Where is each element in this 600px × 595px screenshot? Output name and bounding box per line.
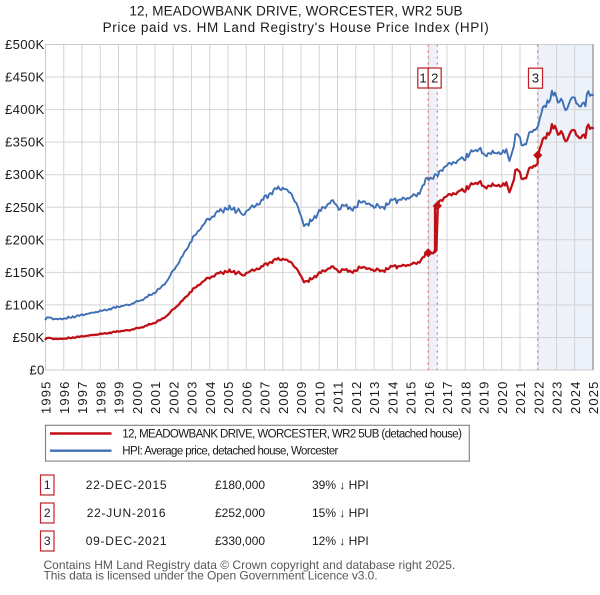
svg-text:Price paid vs. HM Land Registr: Price paid vs. HM Land Registry's House …	[103, 20, 490, 35]
svg-text:2014: 2014	[385, 381, 400, 415]
svg-text:3: 3	[44, 534, 51, 548]
svg-text:2: 2	[44, 506, 51, 520]
svg-text:£500K: £500K	[5, 37, 45, 52]
svg-text:2011: 2011	[331, 381, 346, 414]
svg-text:2007: 2007	[258, 381, 273, 415]
svg-text:09-DEC-2021: 09-DEC-2021	[86, 534, 168, 548]
svg-text:£330,000: £330,000	[215, 534, 265, 548]
svg-text:£250K: £250K	[5, 200, 45, 215]
svg-text:Contains HM Land Registry data: Contains HM Land Registry data © Crown c…	[44, 558, 456, 572]
svg-text:2021: 2021	[513, 381, 528, 415]
svg-text:1998: 1998	[93, 381, 108, 415]
svg-text:22-JUN-2016: 22-JUN-2016	[87, 506, 167, 520]
svg-text:1: 1	[419, 71, 426, 86]
svg-text:22-DEC-2015: 22-DEC-2015	[86, 478, 168, 492]
svg-text:This data is licensed under th: This data is licensed under the Open Gov…	[44, 568, 378, 582]
svg-text:2008: 2008	[276, 381, 291, 415]
svg-text:2010: 2010	[312, 381, 327, 415]
svg-text:2006: 2006	[239, 381, 254, 415]
svg-text:1996: 1996	[57, 381, 72, 415]
svg-text:2022: 2022	[531, 381, 546, 415]
svg-text:12, MEADOWBANK DRIVE, WORCESTE: 12, MEADOWBANK DRIVE, WORCESTER, WR2 5UB…	[122, 429, 462, 441]
svg-text:2000: 2000	[130, 381, 145, 415]
svg-text:2004: 2004	[203, 381, 218, 415]
svg-text:2024: 2024	[568, 381, 583, 415]
svg-text:£180,000: £180,000	[215, 478, 265, 492]
svg-text:2005: 2005	[221, 381, 236, 415]
svg-text:£200K: £200K	[5, 232, 45, 247]
svg-text:£100K: £100K	[5, 297, 45, 312]
svg-text:2013: 2013	[367, 381, 382, 415]
svg-text:2002: 2002	[166, 381, 181, 415]
svg-text:HPI: Average price, detached h: HPI: Average price, detached house, Worc…	[122, 446, 338, 458]
svg-text:1: 1	[44, 478, 51, 492]
svg-text:£300K: £300K	[5, 167, 45, 182]
svg-text:1999: 1999	[112, 381, 127, 415]
svg-text:2009: 2009	[294, 381, 309, 415]
svg-text:3: 3	[532, 71, 539, 86]
svg-text:2025: 2025	[586, 381, 600, 415]
svg-text:2017: 2017	[440, 381, 455, 415]
svg-text:2020: 2020	[495, 381, 510, 415]
svg-text:2019: 2019	[477, 381, 492, 415]
svg-text:£150K: £150K	[5, 265, 45, 280]
svg-text:£400K: £400K	[5, 102, 45, 117]
svg-text:12, MEADOWBANK DRIVE, WORCESTE: 12, MEADOWBANK DRIVE, WORCESTER, WR2 5UB	[129, 4, 462, 19]
svg-text:2012: 2012	[349, 381, 364, 415]
svg-text:39% ↓ HPI: 39% ↓ HPI	[312, 478, 369, 492]
svg-text:£50K: £50K	[13, 330, 45, 345]
svg-text:2015: 2015	[404, 381, 419, 415]
svg-text:£0: £0	[29, 363, 44, 378]
svg-text:2: 2	[431, 71, 438, 86]
svg-text:2001: 2001	[148, 381, 163, 415]
svg-text:£450K: £450K	[5, 70, 45, 85]
svg-text:12% ↓ HPI: 12% ↓ HPI	[312, 534, 369, 548]
svg-text:15% ↓ HPI: 15% ↓ HPI	[312, 506, 369, 520]
svg-text:2016: 2016	[422, 381, 437, 415]
svg-text:1995: 1995	[39, 381, 54, 415]
svg-text:2023: 2023	[550, 381, 565, 415]
svg-text:£252,000: £252,000	[215, 506, 265, 520]
svg-text:£350K: £350K	[5, 135, 45, 150]
svg-text:2018: 2018	[458, 381, 473, 415]
svg-text:2003: 2003	[185, 381, 200, 415]
svg-text:1997: 1997	[75, 381, 90, 415]
